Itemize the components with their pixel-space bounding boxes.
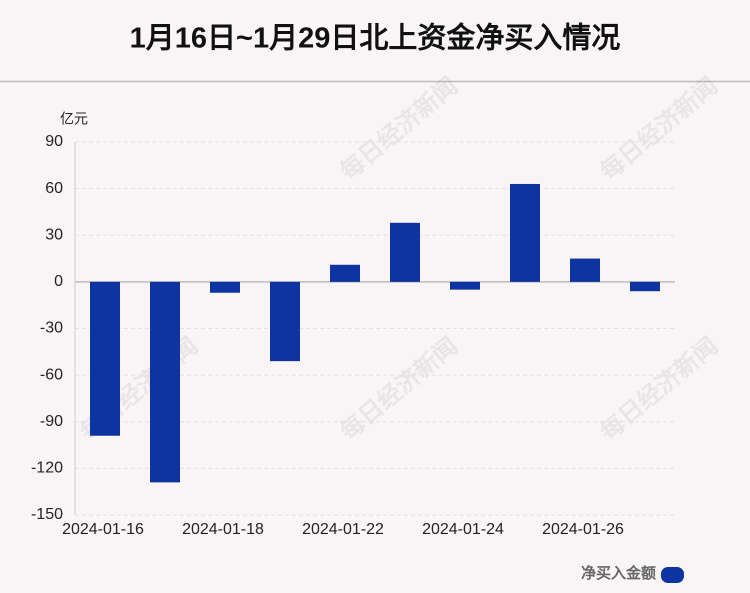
y-tick-label: -90 bbox=[40, 413, 63, 430]
bar bbox=[270, 281, 300, 362]
y-tick-label: 60 bbox=[45, 180, 63, 197]
legend-swatch bbox=[661, 567, 684, 583]
bar bbox=[150, 281, 180, 483]
x-tick-label: 2024-01-26 bbox=[542, 521, 624, 538]
bar bbox=[210, 281, 240, 293]
y-tick-label: -120 bbox=[31, 460, 63, 477]
x-tick-label: 2024-01-18 bbox=[182, 521, 264, 538]
y-tick-label: -30 bbox=[40, 320, 63, 337]
bar bbox=[330, 264, 360, 282]
y-tick-label: -60 bbox=[40, 366, 63, 383]
y-tick-label: 0 bbox=[54, 273, 63, 290]
bar bbox=[570, 258, 600, 282]
y-unit: 亿元 bbox=[60, 111, 88, 127]
bar bbox=[450, 281, 480, 290]
chart-title: 1月16日~1月29日北上资金净买入情况 bbox=[130, 21, 621, 55]
watermark: 每日经济新闻 bbox=[595, 332, 723, 446]
x-tick-label: 2024-01-22 bbox=[302, 521, 384, 538]
bar bbox=[510, 183, 540, 282]
bar bbox=[390, 222, 420, 282]
x-tick-label: 2024-01-16 bbox=[62, 521, 144, 538]
x-tick-label: 2024-01-24 bbox=[422, 521, 504, 538]
watermark: 每日经济新闻 bbox=[595, 72, 723, 186]
y-tick-label: 30 bbox=[45, 226, 63, 243]
watermark: 每日经济新闻 bbox=[335, 332, 463, 446]
y-tick-label: 90 bbox=[45, 133, 63, 150]
legend-label: 净买入金额 bbox=[581, 564, 656, 582]
bar bbox=[90, 281, 120, 436]
bar bbox=[630, 281, 660, 292]
y-tick-label: -150 bbox=[31, 506, 63, 523]
watermark: 每日经济新闻 bbox=[335, 72, 463, 186]
